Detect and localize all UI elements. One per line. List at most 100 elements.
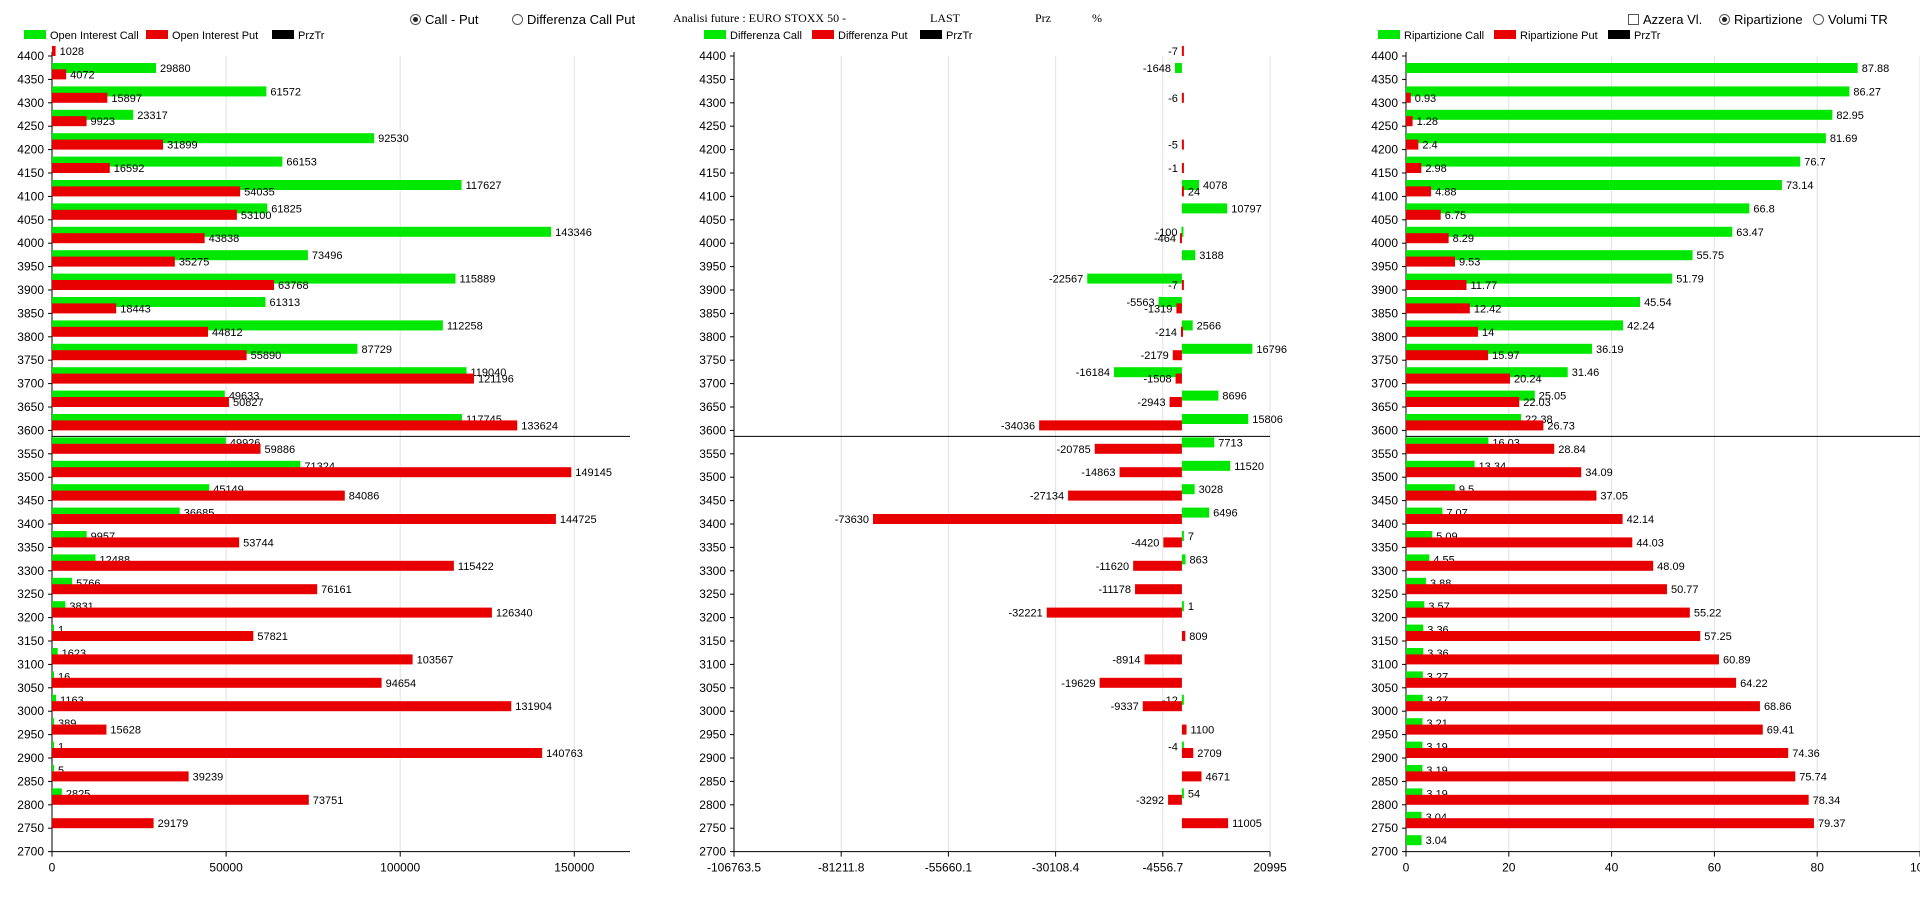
y-tick-label: 3900 bbox=[17, 283, 44, 297]
x-tick-label: 60 bbox=[1708, 861, 1722, 875]
bar-put bbox=[52, 233, 205, 244]
bar-call bbox=[1181, 437, 1215, 448]
bar-call bbox=[52, 694, 57, 705]
bar-put bbox=[1181, 326, 1184, 337]
bar-call bbox=[52, 765, 54, 775]
data-label: 143346 bbox=[555, 227, 592, 239]
bar-put bbox=[52, 139, 164, 150]
legend-label: PrzTr bbox=[298, 30, 325, 42]
bar-call bbox=[1181, 203, 1228, 214]
bar-call bbox=[52, 554, 96, 565]
data-label: 4078 bbox=[1203, 180, 1227, 192]
bar-put bbox=[52, 397, 229, 407]
bar-put bbox=[52, 537, 240, 548]
data-label: 10797 bbox=[1231, 203, 1262, 215]
azzera-checkbox[interactable]: Azzera Vl. bbox=[1628, 12, 1702, 27]
data-label: 44.03 bbox=[1636, 537, 1664, 549]
data-label: -6 bbox=[1168, 93, 1178, 105]
bar-call bbox=[1406, 648, 1424, 658]
y-tick-label: 4250 bbox=[1371, 119, 1398, 133]
y-tick-label: 4100 bbox=[699, 189, 726, 203]
bar-put bbox=[1099, 677, 1182, 688]
legend-swatch bbox=[1378, 30, 1400, 39]
y-tick-label: 3700 bbox=[699, 377, 726, 391]
data-label: 63.47 bbox=[1736, 227, 1764, 239]
bar-call bbox=[1406, 390, 1535, 401]
data-label: 144725 bbox=[560, 514, 597, 526]
y-tick-label: 3150 bbox=[17, 634, 44, 648]
mode-diff-radio[interactable]: Differenza Call Put bbox=[512, 12, 635, 27]
bar-put bbox=[1406, 701, 1760, 712]
y-tick-label: 3100 bbox=[699, 657, 726, 671]
bar-put bbox=[1168, 794, 1182, 805]
x-tick-label: 100000 bbox=[380, 861, 420, 875]
bar-put bbox=[1406, 186, 1432, 197]
data-label: 76.7 bbox=[1804, 157, 1825, 169]
data-label: 2.98 bbox=[1425, 163, 1446, 175]
y-tick-label: 3350 bbox=[1371, 540, 1398, 554]
y-tick-label: 4150 bbox=[699, 166, 726, 180]
bar-call bbox=[1181, 460, 1231, 471]
mode-call-put-radio[interactable]: Call - Put bbox=[410, 12, 478, 27]
bar-call bbox=[1406, 484, 1455, 495]
bar-call bbox=[52, 367, 467, 378]
bar-call bbox=[1114, 367, 1182, 378]
legend-label: Ripartizione Call bbox=[1404, 30, 1484, 42]
y-tick-label: 4000 bbox=[1371, 236, 1398, 250]
y-tick-label: 3300 bbox=[699, 564, 726, 578]
legend-label: Open Interest Call bbox=[50, 30, 139, 42]
pct-label: % bbox=[1092, 11, 1102, 25]
data-label: 61313 bbox=[269, 297, 300, 309]
volumi-radio[interactable]: Volumi TR bbox=[1813, 12, 1888, 27]
data-label: 42.14 bbox=[1627, 514, 1655, 526]
data-label: -1648 bbox=[1143, 63, 1171, 75]
bar-put bbox=[52, 69, 67, 80]
bar-put bbox=[1169, 397, 1182, 407]
y-tick-label: 2950 bbox=[699, 728, 726, 742]
data-label: 1 bbox=[58, 742, 64, 754]
bar-call bbox=[1406, 765, 1423, 775]
data-label: -20785 bbox=[1056, 444, 1090, 456]
ripartizione-radio[interactable]: Ripartizione bbox=[1719, 12, 1803, 27]
y-tick-label: 3650 bbox=[699, 400, 726, 414]
checkbox-icon bbox=[1628, 14, 1639, 25]
y-tick-label: 3950 bbox=[17, 260, 44, 274]
data-label: 78.34 bbox=[1813, 795, 1841, 807]
bar-call bbox=[52, 624, 54, 635]
x-tick-label: -55660.1 bbox=[925, 861, 973, 875]
bar-call bbox=[1181, 507, 1210, 518]
y-tick-label: 3400 bbox=[699, 517, 726, 531]
data-label: 133624 bbox=[521, 420, 558, 432]
bar-put bbox=[1406, 256, 1455, 267]
bar-put bbox=[873, 514, 1182, 524]
bar-put bbox=[52, 303, 117, 314]
data-label: 57.25 bbox=[1704, 631, 1732, 643]
x-tick-label: 20 bbox=[1502, 861, 1516, 875]
data-label: 15897 bbox=[111, 93, 142, 105]
data-label: 73496 bbox=[312, 250, 343, 262]
bar-put bbox=[1181, 139, 1184, 150]
bar-call bbox=[1406, 531, 1433, 541]
y-tick-label: 3750 bbox=[1371, 353, 1398, 367]
bar-call bbox=[1406, 835, 1422, 846]
data-label: 7 bbox=[1188, 531, 1194, 543]
data-label: 3028 bbox=[1199, 484, 1223, 496]
bar-call bbox=[1181, 226, 1184, 237]
data-label: 15.97 bbox=[1492, 350, 1520, 362]
data-label: 73.14 bbox=[1786, 180, 1814, 192]
data-label: 50827 bbox=[233, 397, 264, 409]
y-tick-label: 2950 bbox=[17, 728, 44, 742]
legend-swatch bbox=[812, 30, 834, 39]
bar-call bbox=[52, 390, 225, 401]
data-label: 16796 bbox=[1256, 344, 1287, 356]
bar-call bbox=[1406, 156, 1801, 167]
bar-put bbox=[52, 209, 237, 220]
bar-call bbox=[52, 156, 283, 167]
data-label: -14863 bbox=[1081, 467, 1115, 479]
y-tick-label: 2850 bbox=[17, 774, 44, 788]
data-label: -32221 bbox=[1008, 608, 1042, 620]
data-label: 4072 bbox=[70, 69, 94, 81]
data-label: -4420 bbox=[1131, 537, 1159, 549]
data-label: 119040 bbox=[470, 367, 506, 379]
data-label: 48.09 bbox=[1657, 561, 1685, 573]
